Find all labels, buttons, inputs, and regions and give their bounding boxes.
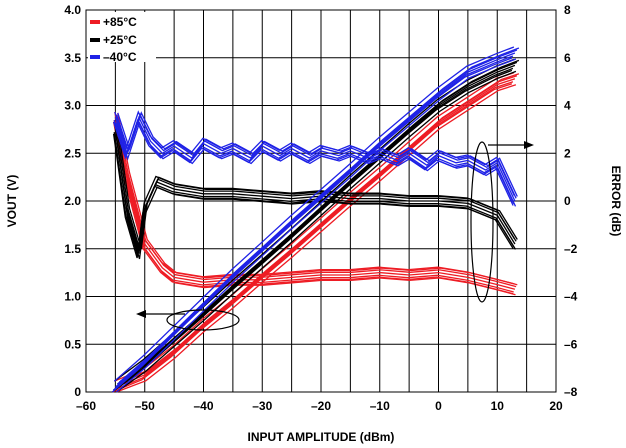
vout-curve-25c [112, 69, 513, 393]
vout-curve-minus40c [112, 55, 514, 391]
y-tick-label: 1.5 [64, 242, 81, 256]
error-curve-85c [114, 117, 516, 290]
error-curve-25c [114, 129, 516, 254]
legend-label-minus40c: –40°C [103, 50, 137, 64]
legend-label-25c: +25°C [103, 33, 137, 47]
vout-curve-85c [114, 72, 515, 382]
y-tick-label: 3.0 [64, 99, 81, 113]
left-axis-annotation [136, 309, 240, 331]
x-tick-label: –10 [370, 399, 390, 413]
y2-tick-label: 8 [564, 3, 571, 17]
y-tick-label: 4.0 [64, 3, 81, 17]
legend-label-85c: +85°C [103, 15, 137, 29]
vout-curve-85c [119, 73, 520, 383]
y2-tick-label: 6 [564, 51, 571, 65]
y2-tick-label: 2 [564, 146, 571, 160]
y-tick-label: 2.0 [64, 194, 81, 208]
vout-curve-85c [115, 78, 516, 388]
vout-curve-85c [112, 83, 513, 393]
error-curve-25c [115, 134, 517, 260]
x-tick-label: –40 [193, 399, 213, 413]
vout-curve-minus40c [118, 47, 520, 383]
vout-curve-25c [116, 70, 517, 393]
y-tick-label: 1.0 [64, 290, 81, 304]
right-arrow-icon [524, 141, 534, 149]
error-ellipse [470, 141, 494, 303]
x-tick-label: –20 [311, 399, 331, 413]
vout-ellipse [166, 309, 240, 331]
vout-curve-85c [113, 81, 514, 391]
y-tick-label: 2.5 [64, 146, 81, 160]
y2-tick-label: 4 [564, 99, 571, 113]
y2-tick-label: –4 [564, 290, 578, 304]
error-curve-minus40c [115, 121, 517, 207]
error-curve-minus40c [114, 110, 515, 196]
x-tick-label: –30 [252, 399, 272, 413]
y-tick-label: 0.5 [64, 337, 81, 351]
vout-curve-25c [113, 67, 514, 391]
error-curve-85c [114, 111, 515, 285]
curves [111, 46, 520, 393]
y-tick-label: 0 [74, 385, 81, 399]
vout-curve-minus40c [114, 52, 516, 388]
x-tick-label: 10 [491, 399, 505, 413]
left-arrow-icon [136, 310, 146, 318]
x-tick-label: 0 [435, 399, 442, 413]
ticks: –60 –50 –40 –30 –20 –10 0 10 2000.51.01.52.02.53… [64, 3, 577, 413]
x-tick-label: –60 [76, 399, 96, 413]
y-tick-label: 3.5 [64, 51, 81, 65]
error-curve-minus40c [114, 115, 516, 202]
y2-tick-label: –6 [564, 337, 578, 351]
y-axis-title: VOUT (V) [5, 175, 19, 228]
legend: +85°C +25°C –40°C [88, 12, 156, 64]
error-curve-minus40c [113, 118, 515, 204]
y2-tick-label: –2 [564, 242, 578, 256]
vout-curve-minus40c [113, 46, 515, 382]
vout-curve-85c [116, 84, 517, 393]
x-tick-label: 20 [549, 399, 563, 413]
x-tick-label: –50 [135, 399, 155, 413]
y2-tick-label: 0 [564, 194, 571, 208]
y2-tick-label: –8 [564, 385, 578, 399]
y2-axis-title: ERROR (dB) [609, 166, 623, 237]
right-axis-annotation [470, 141, 534, 303]
x-axis-title: INPUT AMPLITUDE (dBm) [248, 430, 395, 444]
error-curve-85c [115, 122, 516, 296]
error-curve-25c [114, 123, 515, 249]
error-curve-minus40c [115, 112, 517, 199]
